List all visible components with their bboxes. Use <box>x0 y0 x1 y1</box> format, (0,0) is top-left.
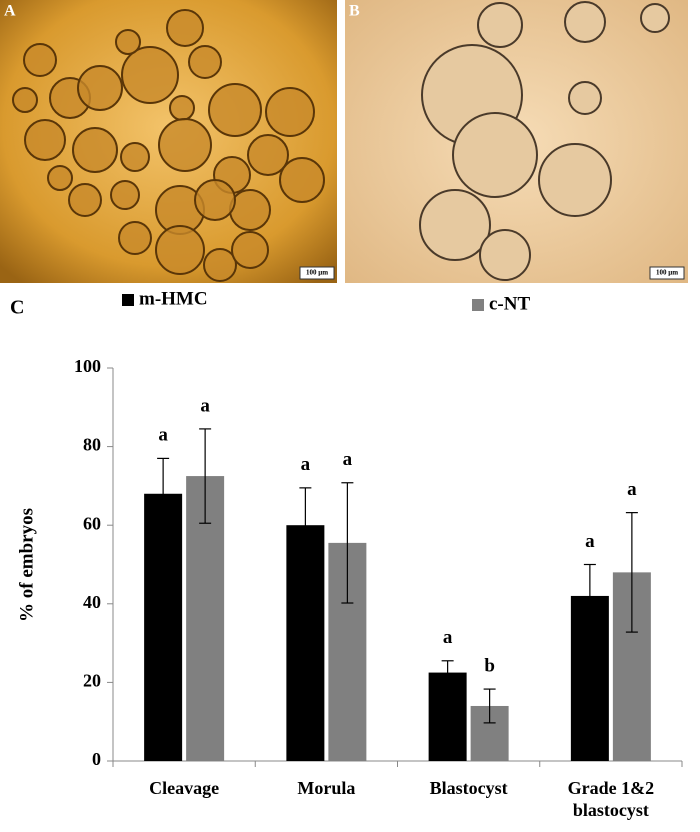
y-tick-label: 20 <box>83 671 101 691</box>
embryo <box>208 83 262 137</box>
legend-swatch <box>122 294 134 306</box>
embryo <box>564 1 606 43</box>
embryo <box>194 179 236 221</box>
panel-label: A <box>4 3 16 20</box>
bar <box>428 672 467 761</box>
x-tick-label: Cleavage <box>149 778 220 798</box>
significance-letter: a <box>585 531 595 552</box>
legend-swatch <box>472 299 484 311</box>
embryo <box>47 165 73 191</box>
x-tick-label: Blastocyst <box>429 778 508 798</box>
scale-bar-label: 100 µm <box>656 269 678 277</box>
embryo <box>538 143 612 217</box>
embryo <box>155 225 205 275</box>
embryo <box>452 112 538 198</box>
embryo <box>247 134 289 176</box>
embryo <box>419 189 491 261</box>
embryo <box>265 87 315 137</box>
embryo <box>68 183 102 217</box>
legend-label: m-HMC <box>139 288 208 309</box>
embryo <box>72 127 118 173</box>
embryo <box>23 43 57 77</box>
embryo <box>77 65 123 111</box>
bar <box>286 525 325 761</box>
embryo <box>120 142 150 172</box>
y-tick-label: 80 <box>83 435 101 455</box>
embryos-a <box>12 9 325 282</box>
significance-letter: a <box>158 425 168 446</box>
embryo <box>24 119 66 161</box>
embryo <box>115 29 141 55</box>
embryo <box>477 2 523 48</box>
embryo <box>121 46 179 104</box>
significance-letter: a <box>343 449 353 470</box>
y-tick-label: 60 <box>83 513 101 533</box>
scale-bar-box <box>649 266 685 280</box>
y-axis-title: % of embryos <box>16 508 37 622</box>
significance-letter: a <box>301 454 311 475</box>
embryo <box>110 180 140 210</box>
embryo <box>229 189 271 231</box>
embryo <box>479 229 531 281</box>
scale-bar-label: 100 µm <box>306 269 328 277</box>
embryo <box>203 248 237 282</box>
significance-letter: a <box>627 479 637 500</box>
y-tick-label: 100 <box>74 356 101 376</box>
significance-letter: a <box>200 395 210 416</box>
significance-letter: b <box>484 655 495 676</box>
embryo <box>231 231 269 269</box>
embryo <box>568 81 602 115</box>
embryo <box>158 118 212 172</box>
embryos-b <box>419 1 670 281</box>
panel-label: C <box>10 297 24 319</box>
y-tick-label: 0 <box>92 749 101 769</box>
bar <box>144 493 183 761</box>
significance-letter: a <box>443 627 453 648</box>
x-tick-label: Grade 1&2 blastocyst <box>567 778 655 820</box>
embryo <box>166 9 204 47</box>
embryo <box>12 87 38 113</box>
legend-label: c-NT <box>489 293 530 314</box>
scale-bar-box <box>299 266 335 280</box>
panel-label: B <box>349 3 360 20</box>
embryo <box>188 45 222 79</box>
embryo <box>118 221 152 255</box>
x-tick-label: Morula <box>297 778 356 798</box>
y-tick-label: 40 <box>83 592 101 612</box>
embryo <box>279 157 325 203</box>
embryo <box>169 95 195 121</box>
embryo <box>640 3 670 33</box>
